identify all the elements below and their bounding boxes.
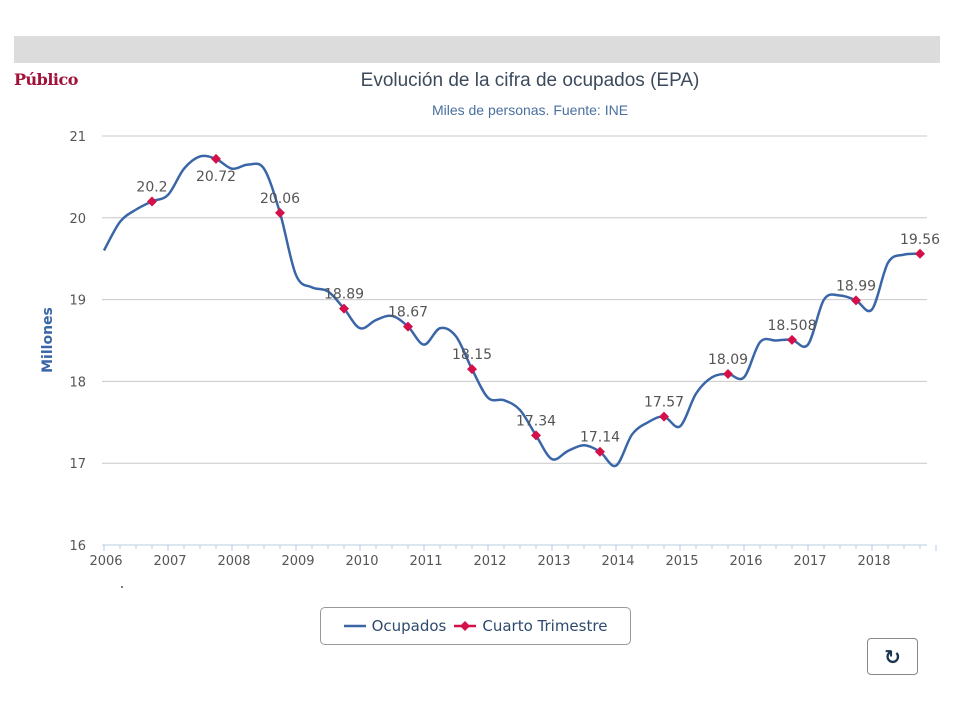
x-tick-label: 2006: [89, 554, 122, 569]
y-tick-label: 21: [69, 130, 86, 145]
x-tick-label: 2007: [153, 554, 186, 569]
data-label: 20.72: [196, 169, 236, 185]
legend-item-ocupados[interactable]: Ocupados: [343, 617, 447, 635]
legend-label: Cuarto Trimestre: [482, 617, 608, 635]
refresh-icon: ↻: [884, 644, 901, 669]
x-tick-label: 2009: [281, 554, 314, 569]
data-label: 18.09: [708, 352, 748, 368]
y-tick-label: 19: [69, 294, 86, 309]
x-tick-label: 2017: [793, 554, 826, 569]
y-tick-label: 18: [69, 375, 86, 390]
marker-cuarto-trimestre: [531, 430, 541, 441]
legend-label: Ocupados: [371, 617, 447, 635]
marker-cuarto-trimestre: [851, 295, 861, 306]
x-tick-label: 2015: [665, 554, 698, 569]
y-tick-label: 16: [69, 539, 86, 554]
y-axis-label: Millones: [40, 307, 56, 373]
x-tick-label: 2012: [473, 554, 506, 569]
data-label: 20.06: [260, 191, 300, 207]
x-tick-label: 2014: [601, 554, 634, 569]
data-label: 17.14: [580, 430, 620, 446]
marker-cuarto-trimestre: [723, 369, 733, 380]
series-line-ocupados: [102, 154, 921, 468]
data-label: 18.508: [768, 318, 817, 334]
marker-cuarto-trimestre: [403, 321, 413, 332]
x-tick-label: 2008: [217, 554, 250, 569]
data-label: 18.99: [836, 278, 876, 294]
data-label: 18.89: [324, 287, 364, 303]
dot: [121, 586, 123, 588]
marker-cuarto-trimestre: [147, 196, 157, 207]
marker-cuarto-trimestre: [595, 446, 605, 457]
data-label: 18.15: [452, 347, 492, 363]
chart-title: Evolución de la cifra de ocupados (EPA): [361, 70, 700, 91]
marker-cuarto-trimestre: [339, 303, 349, 314]
marker-cuarto-trimestre: [211, 153, 221, 164]
marker-cuarto-trimestre: [787, 334, 797, 345]
marker-cuarto-trimestre: [659, 411, 669, 422]
data-label: 19.56: [900, 232, 940, 248]
chart-subtitle: Miles de personas. Fuente: INE: [432, 102, 628, 118]
y-tick-label: 17: [69, 457, 86, 472]
marker-cuarto-trimestre: [275, 207, 285, 218]
x-tick-label: 2018: [857, 554, 890, 569]
x-tick-label: 2011: [409, 554, 442, 569]
legend-item-cuarto-trimestre[interactable]: Cuarto Trimestre: [454, 617, 607, 635]
y-tick-label: 20: [69, 212, 86, 227]
x-tick-label: 2013: [537, 554, 570, 569]
chart-legend: Ocupados Cuarto Trimestre: [320, 607, 631, 645]
x-tick-label: 2016: [729, 554, 762, 569]
data-label: 18.67: [388, 305, 428, 321]
data-label: 20.2: [136, 179, 167, 195]
x-tick-label: 2010: [345, 554, 378, 569]
data-label: 17.57: [644, 395, 684, 411]
publico-logo: Público: [14, 70, 78, 89]
marker-cuarto-trimestre: [915, 248, 925, 259]
top-bar: [14, 36, 940, 63]
refresh-button[interactable]: ↻: [867, 638, 918, 675]
marker-cuarto-trimestre: [467, 364, 477, 375]
data-label: 17.34: [516, 413, 556, 429]
